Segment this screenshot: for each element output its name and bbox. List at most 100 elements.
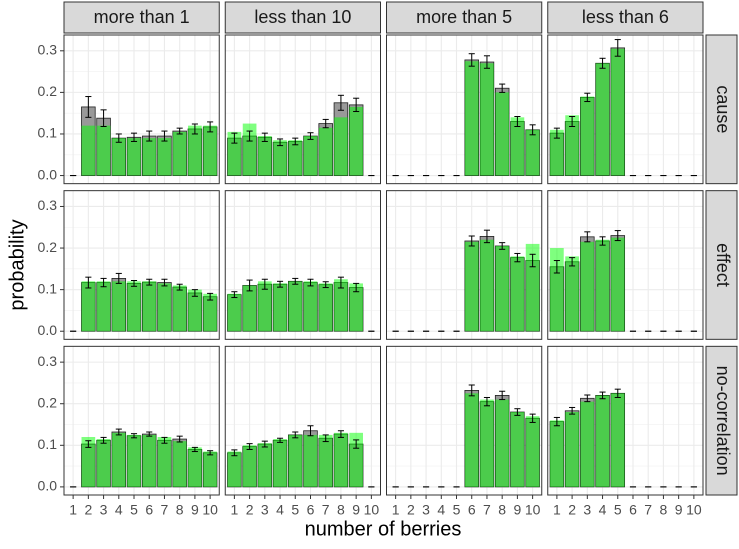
model-bar — [318, 127, 333, 176]
x-tick-label: 5 — [614, 502, 622, 518]
x-tick-label: 4 — [276, 502, 284, 518]
error-bar — [261, 440, 268, 448]
y-tick-label: 0.0 — [38, 478, 58, 494]
error-bar — [146, 278, 153, 286]
error-bar — [483, 396, 490, 407]
error-bar — [115, 133, 122, 143]
model-bar — [257, 136, 272, 176]
error-bar — [130, 279, 138, 287]
model-bar — [157, 138, 172, 176]
error-bar — [207, 121, 214, 133]
model-bar — [525, 243, 540, 332]
panel-border — [224, 345, 381, 496]
model-bar — [227, 451, 242, 487]
error-bar — [207, 450, 214, 456]
model-bar — [525, 416, 540, 487]
x-tick-label: 7 — [483, 502, 491, 518]
error-bar — [231, 449, 238, 457]
model-bar — [288, 281, 303, 332]
strip — [386, 1, 543, 34]
x-tick-label: 10 — [364, 502, 380, 518]
error-bar — [176, 127, 183, 135]
error-bar — [261, 278, 268, 290]
x-tick-label: 10 — [686, 502, 702, 518]
model-bar — [565, 115, 579, 176]
model-bar — [510, 117, 525, 176]
x-tick-label: 8 — [498, 502, 506, 518]
error-bar — [499, 390, 506, 401]
error-bar — [529, 413, 536, 423]
panel-border — [63, 345, 220, 496]
panel-border — [547, 190, 704, 340]
y-tick-label: 0.0 — [38, 166, 58, 182]
model-bar — [349, 283, 363, 332]
model-bar — [242, 445, 257, 487]
panel-border — [547, 34, 704, 185]
error-bar — [614, 230, 621, 242]
strip — [705, 34, 738, 185]
model-bar — [242, 285, 257, 332]
error-bar — [307, 425, 314, 437]
error-bar — [584, 231, 591, 243]
error-bar — [353, 282, 360, 293]
error-bar — [353, 97, 360, 113]
x-tick-label: 4 — [437, 502, 445, 518]
model-bar — [142, 434, 157, 487]
strip — [705, 345, 738, 496]
model-bar — [550, 420, 564, 487]
model-bar — [565, 412, 579, 487]
panel-border — [224, 190, 381, 340]
error-bar — [322, 118, 329, 129]
x-tick-label: 2 — [568, 502, 576, 518]
strip — [705, 190, 738, 340]
model-bar — [464, 61, 479, 176]
x-tick-label: 4 — [599, 502, 607, 518]
error-bar — [599, 236, 606, 246]
strip-label: less than 10 — [254, 7, 351, 27]
x-axis-label: number of berries — [305, 518, 462, 540]
x-tick-label: 7 — [161, 502, 169, 518]
x-tick-label: 8 — [337, 502, 345, 518]
error-bar — [599, 391, 606, 400]
model-bar — [111, 281, 126, 332]
model-bar — [288, 140, 303, 176]
model-bar — [334, 279, 348, 332]
error-bar — [100, 109, 107, 127]
model-bar — [318, 283, 333, 332]
error-bar — [569, 406, 576, 415]
x-tick-label: 3 — [261, 502, 269, 518]
x-tick-label: 3 — [583, 502, 591, 518]
model-bar — [580, 401, 595, 487]
model-bar — [227, 293, 242, 332]
x-tick-label: 9 — [352, 502, 360, 518]
error-bar — [85, 440, 92, 448]
panel-border — [386, 190, 543, 340]
error-bar — [499, 83, 506, 93]
error-bar — [277, 280, 284, 288]
error-bar — [246, 443, 253, 450]
model-bar — [580, 241, 595, 332]
error-bar — [246, 130, 253, 142]
x-tick-label: 1 — [553, 502, 561, 518]
model-bar — [610, 237, 625, 332]
error-bar — [584, 92, 591, 103]
error-bar — [483, 55, 490, 69]
error-bar — [337, 276, 344, 289]
error-bar — [553, 416, 560, 427]
model-bar — [96, 125, 111, 176]
model-bar — [142, 138, 157, 176]
model-bar — [273, 140, 287, 176]
error-bar — [614, 388, 621, 398]
error-bar — [468, 235, 475, 247]
error-bar — [483, 229, 490, 244]
x-tick-label: 5 — [453, 502, 461, 518]
y-tick-label: 0.1 — [38, 436, 58, 452]
panel-border — [63, 190, 220, 340]
model-bar — [188, 125, 202, 176]
x-tick-label: 8 — [660, 502, 668, 518]
x-tick-label: 7 — [644, 502, 652, 518]
error-bar — [191, 123, 198, 135]
x-tick-label: 3 — [422, 502, 430, 518]
strip-label: cause — [713, 85, 733, 133]
